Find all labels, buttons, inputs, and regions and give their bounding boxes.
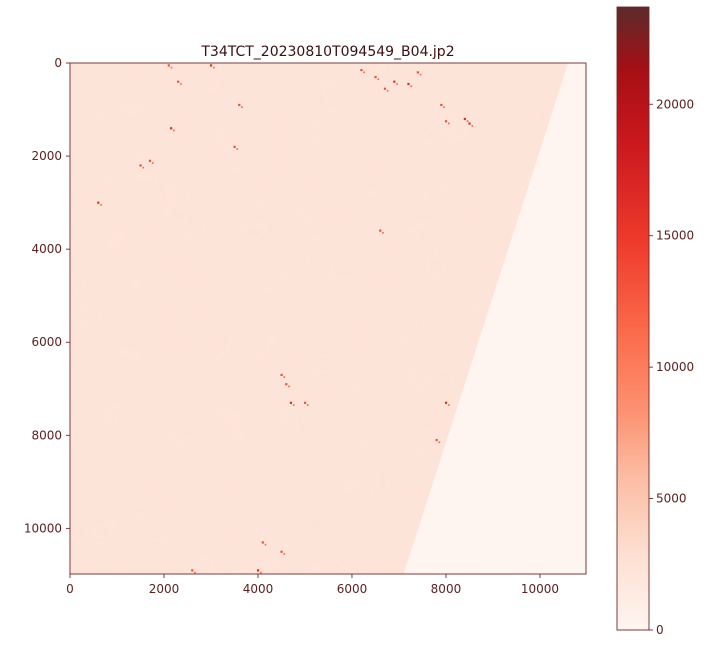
y-tick-label: 4000 [31,242,62,256]
bright-pixel [280,550,283,553]
bright-pixel [377,78,380,81]
bright-pixel [170,66,173,69]
bright-pixel [444,401,448,404]
y-tick-label: 8000 [31,428,62,442]
bright-pixel [238,103,241,107]
plot-border [69,62,587,575]
y-tick-label: 10000 [24,521,62,535]
bright-pixel [471,125,474,127]
bright-pixel [463,117,466,121]
bright-pixel [438,441,441,444]
bright-pixel [382,232,384,234]
bright-pixel [396,83,398,85]
y-axis: 0 2000 4000 6000 8000 10000 [24,56,70,535]
x-tick-label: 6000 [337,582,368,596]
bright-pixel [151,162,154,164]
heatmap-image [70,63,586,574]
bright-pixel [170,127,173,130]
bright-pixel [416,71,419,74]
bright-pixel [435,438,438,442]
bright-pixel [374,75,377,79]
chart-title: T34TCT_20230810T094549_B04.jp2 [200,44,454,60]
bright-pixel [283,376,286,378]
axes-frame [69,62,587,575]
bright-pixel [261,541,264,544]
colorbar-tick-label: 10000 [656,360,694,374]
bright-pixel [379,229,382,232]
x-tick-label: 8000 [431,582,462,596]
bright-pixel [306,404,309,406]
bright-pixel [444,120,448,123]
bright-pixel [256,569,260,572]
bright-pixel [173,129,175,132]
x-tick-label: 4000 [243,582,274,596]
valid-data-texture [70,63,569,574]
bright-pixel [142,166,145,169]
y-tick-label: 0 [54,56,62,70]
colorbar-axis: 0 5000 10000 15000 20000 [649,97,694,637]
colorbar-tick-label: 0 [656,623,664,637]
bright-pixel [283,553,286,555]
x-tick-label: 0 [66,582,74,596]
x-axis: 0 2000 4000 6000 8000 10000 [66,574,559,596]
bright-pixel [466,120,469,122]
bright-pixel [447,122,450,125]
colorbar-border [616,6,650,631]
bright-pixel [233,145,236,148]
bright-pixel [447,404,450,406]
bright-pixel [419,73,422,76]
colorbar-tick-label: 20000 [656,97,694,111]
bright-pixel [292,404,295,406]
bright-pixel [194,571,196,574]
bright-pixel [177,80,180,83]
bright-pixel [139,164,142,167]
bright-pixel [212,66,215,69]
y-tick-label: 2000 [31,149,62,163]
bright-pixel [407,82,410,86]
bright-pixel [440,103,443,107]
x-tick-label: 2000 [149,582,180,596]
colorbar-tick-label: 15000 [656,229,694,243]
bright-pixel [288,385,290,388]
x-tick-label: 10000 [521,582,559,596]
bright-pixel [236,148,239,150]
colorbar [616,6,650,631]
bright-pixel [393,80,396,83]
bright-pixel [363,71,365,74]
bright-pixel [241,106,243,108]
bright-pixel [100,204,102,206]
bright-pixel [264,543,267,546]
bright-pixel [360,68,363,72]
bright-pixel [191,569,194,572]
bright-pixel-layer [97,64,474,574]
bright-pixel [209,64,213,67]
bright-pixel [289,401,293,404]
bright-pixel [303,401,307,404]
bright-pixel [148,159,152,162]
colorbar-tick-label: 5000 [656,492,687,506]
bright-pixel [167,64,170,67]
bright-pixel [410,85,412,88]
colorbar-gradient [617,7,649,630]
bright-pixel [443,106,445,108]
bright-pixel [180,83,182,85]
bright-pixel [383,87,387,90]
y-tick-label: 6000 [31,335,62,349]
bright-pixel [280,373,283,377]
bright-pixel [386,90,389,92]
bright-pixel [259,571,262,574]
bright-pixel [468,122,471,125]
bright-pixel [285,383,288,386]
bright-pixel [97,201,100,204]
